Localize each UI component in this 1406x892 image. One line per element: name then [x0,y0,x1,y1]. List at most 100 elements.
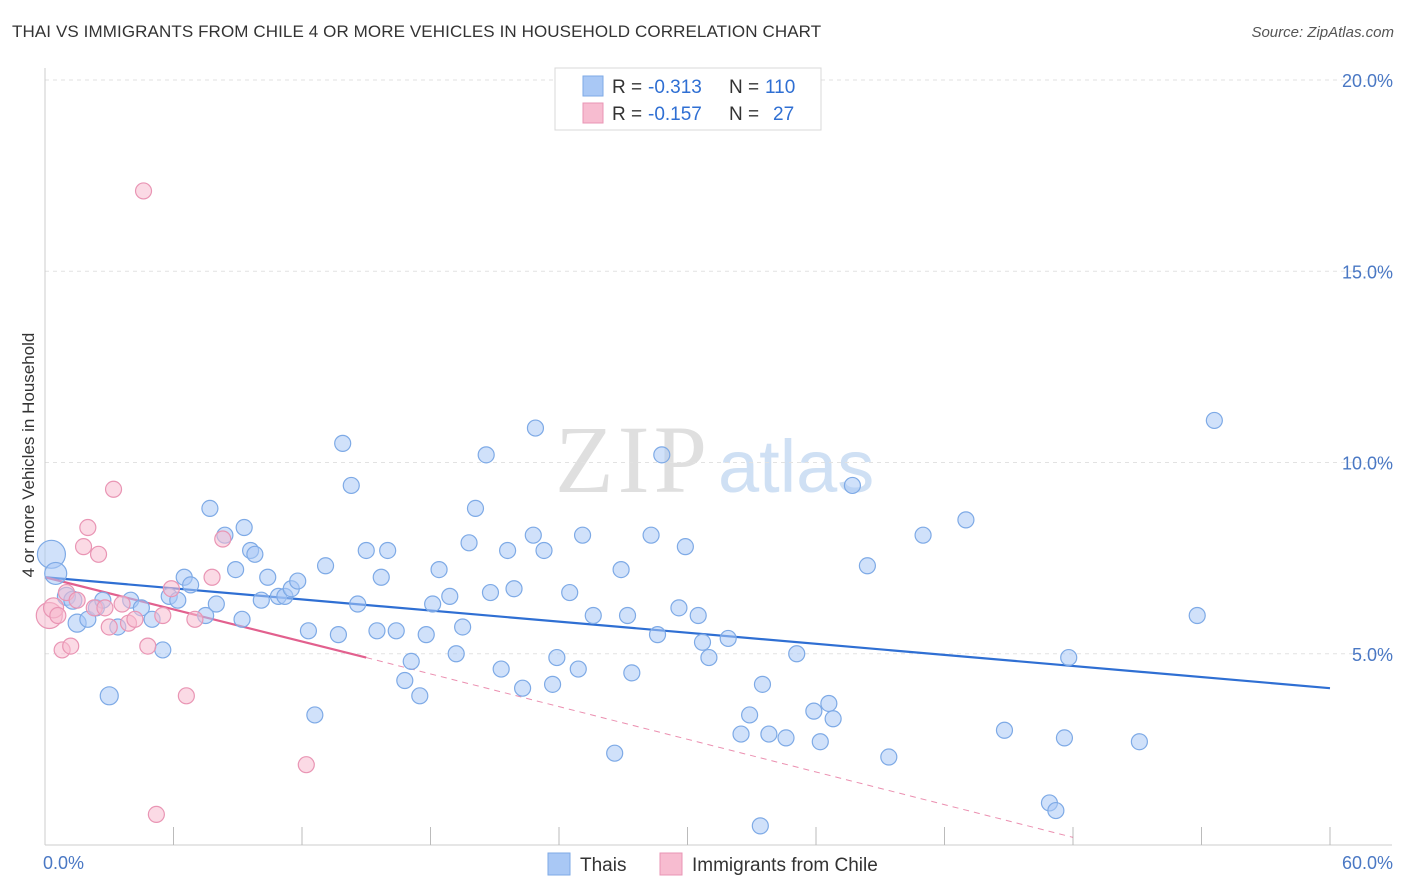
bottom-legend-swatch-thais [547,852,571,876]
watermark-atlas: atlas [718,425,874,508]
point-chile [113,595,131,613]
point-thais [372,568,390,586]
point-thais [481,583,500,602]
point-thais [316,557,335,575]
point-thais [741,706,759,724]
point-thais [957,511,975,529]
point-thais [252,591,270,609]
point-thais [368,622,386,640]
point-thais [499,541,517,560]
point-thais [880,748,898,766]
trend-line-thais [44,576,1331,690]
trend-line-chile-extrapolated [366,657,1074,838]
point-thais [858,557,877,575]
point-thais [820,694,838,713]
point-chile [100,618,118,636]
point-chile [214,530,232,548]
point-thais [207,595,225,613]
point-thais [424,595,442,613]
point-thais [460,534,478,552]
point-thais [700,648,718,667]
point-thais [513,679,532,697]
point-thais [349,595,367,613]
point-thais [396,671,414,690]
point-thais [1047,801,1065,820]
x-tick-label: 60.0% [1342,853,1393,873]
point-thais [642,526,660,544]
point-thais [573,526,592,544]
y-tick-label: 15.0% [1342,262,1393,282]
point-thais [760,725,778,743]
legend-n-value-2: 27 [773,104,794,125]
point-thais [233,610,251,628]
point-thais [569,660,587,678]
legend-n-value-1: 110 [765,77,795,98]
point-thais [430,560,448,579]
point-thais [454,618,472,636]
point-thais [441,587,459,605]
point-thais [99,686,119,706]
legend-r-value-1: -0.313 [648,77,702,98]
point-thais [492,660,510,678]
point-thais [334,434,352,452]
point-thais [1205,411,1223,430]
point-thais [246,545,264,563]
point-thais [235,518,253,537]
point-thais [402,652,420,671]
point-chile [203,568,221,586]
point-thais [995,721,1014,739]
bottom-legend-swatch-chile [659,852,683,876]
point-thais [329,626,348,644]
chart-source: Source: ZipAtlas.com [1251,24,1394,41]
legend-r-value-2: -0.157 [648,104,702,125]
point-thais [524,526,542,544]
point-chile [89,545,108,563]
point-thais [623,664,641,682]
y-tick-label: 20.0% [1342,71,1393,91]
point-thais [612,560,630,579]
chart-title: THAI VS IMMIGRANTS FROM CHILE 4 OR MORE … [12,22,822,41]
point-thais [653,446,671,464]
top-legend: R = -0.313 N = 110 R = -0.157 N = 27 [554,67,822,131]
point-thais [732,725,750,743]
point-thais [788,645,806,663]
point-chile [154,606,172,625]
y-tick-label: 10.0% [1342,454,1393,474]
point-chile [96,599,114,617]
point-thais [811,733,829,751]
y-tick-label: 5.0% [1352,645,1393,665]
point-thais [477,446,495,464]
axes: 5.0% 10.0% 15.0% 20.0% 0.0% 60.0% [43,68,1393,873]
point-thais [670,599,688,617]
point-thais [417,626,435,644]
point-thais [379,541,397,560]
point-thais [289,572,307,590]
point-thais [306,706,324,724]
point-thais [753,675,772,693]
legend-n-label-1: N = [729,77,759,98]
legend-r-label-2: R = [612,104,642,125]
point-chile [49,606,67,625]
point-thais [751,817,769,835]
point-chile [79,518,97,537]
grid-lines [45,79,1392,655]
point-thais [843,476,862,495]
legend-n-label-2: N = [729,104,759,125]
point-thais [44,561,68,586]
point-chile [134,182,153,200]
point-chile [186,610,204,628]
point-chile [68,591,86,609]
point-thais [561,583,579,602]
point-thais [676,538,694,556]
point-thais [1060,648,1078,667]
point-thais [805,702,823,720]
point-chile [147,805,165,824]
point-thais [182,576,200,594]
point-thais [387,622,405,640]
bottom-legend: Thais Immigrants from Chile [547,852,878,876]
point-thais [584,606,602,625]
point-thais [447,645,465,663]
point-chile [126,610,144,628]
point-thais [606,744,624,762]
